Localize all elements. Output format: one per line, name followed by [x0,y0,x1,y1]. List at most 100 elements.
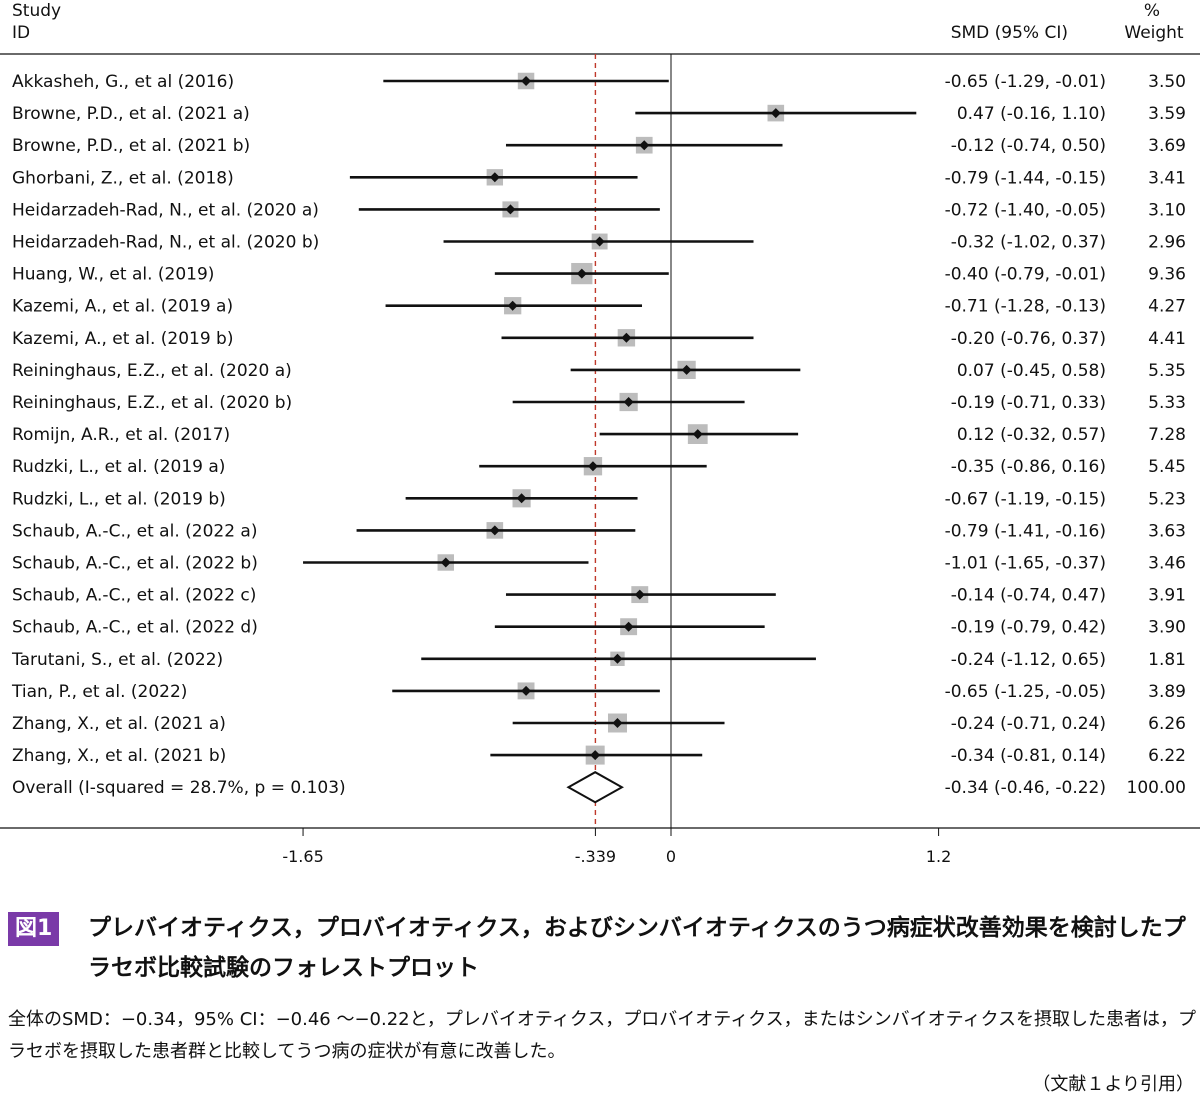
x-tick-label: -.339 [575,847,616,866]
point-estimate [594,236,605,247]
figure-badge: 図1 [8,912,60,946]
overall-diamond [566,771,624,804]
study-label: Schaub, A.-C., et al. (2022 b) [12,554,258,574]
weight-value: 5.35 [1148,361,1186,381]
study-label: Rudzki, L., et al. (2019 a) [12,457,225,477]
weight-value: 5.45 [1148,457,1186,477]
weight-value: 3.41 [1148,168,1186,188]
study-label: Browne, P.D., et al. (2021 a) [12,104,250,124]
weight-value: 7.28 [1148,425,1186,445]
weight-value: 3.63 [1148,521,1186,541]
weight-value: 3.69 [1148,136,1186,156]
smd-ci-value: -0.72 (-1.40, -0.05) [945,200,1106,220]
study-label: Schaub, A.-C., et al. (2022 a) [12,521,257,541]
overall-weight-value: 100.00 [1127,778,1186,798]
overall-ci-value: -0.34 (-0.46, -0.22) [945,778,1106,798]
smd-ci-value: -0.65 (-1.29, -0.01) [945,72,1106,92]
point-estimate [590,750,601,761]
figure-description: 全体のSMD：−0.34，95% CI：−0.46 〜−0.22と，プレバイオテ… [8,1009,1197,1062]
study-row: Kazemi, A., et al. (2019 b) -0.20 (-0.76,… [12,329,1186,349]
point-estimate [681,364,692,375]
smd-ci-value: -0.79 (-1.44, -0.15) [945,168,1106,188]
study-row: Schaub, A.-C., et al. (2022 a) -0.79 (-1.… [12,521,1186,541]
study-label: Reininghaus, E.Z., et al. (2020 a) [12,361,292,381]
study-label: Romijn, A.R., et al. (2017) [12,425,230,445]
smd-ci-value: 0.47 (-0.16, 1.10) [957,104,1106,124]
smd-ci-value: -0.71 (-1.28, -0.13) [945,297,1106,317]
study-label: Schaub, A.-C., et al. (2022 c) [12,586,256,606]
point-estimate [623,621,634,632]
weight-value: 1.81 [1148,650,1186,670]
point-estimate [521,76,532,86]
header-weight: Weight [1124,23,1184,43]
point-estimate [507,300,518,311]
study-row: Akkasheh, G., et al (2016) -0.65 (-1.29, … [12,72,1186,92]
study-row: Ghorbani, Z., et al. (2018) -0.79 (-1.44,… [12,168,1186,188]
smd-ci-value: -1.01 (-1.65, -0.37) [945,554,1106,574]
header-study: Study [12,1,61,21]
x-tick-label: 0 [666,847,676,866]
weight-value: 4.41 [1148,329,1186,349]
study-row: Zhang, X., et al. (2021 a) -0.24 (-0.71, … [12,713,1186,734]
weight-value: 3.59 [1148,104,1186,124]
study-label: Ghorbani, Z., et al. (2018) [12,168,234,188]
study-row: Reininghaus, E.Z., et al. (2020 b) -0.19 … [12,392,1186,413]
figure-title: プレバイオティクス，プロバイオティクス，およびシンバイオティクスのうつ病症状改善… [88,915,1186,981]
study-row: Tarutani, S., et al. (2022) -0.24 (-1.12,… [11,650,1186,670]
smd-ci-value: -0.12 (-0.74, 0.50) [951,136,1106,156]
point-estimate [770,108,781,119]
study-label: Reininghaus, E.Z., et al. (2020 b) [12,393,292,413]
x-tick-label: -1.65 [282,847,323,866]
overall-label: Overall (I-squared = 28.7%, p = 0.103) [12,778,346,798]
study-row: Rudzki, L., et al. (2019 b) -0.67 (-1.19,… [12,489,1186,509]
point-estimate [612,653,623,664]
weight-value: 9.36 [1148,265,1186,285]
study-row: Heidarzadeh-Rad, N., et al. (2020 b) -0.3… [12,233,1186,253]
point-estimate [516,493,527,504]
study-row: Rudzki, L., et al. (2019 a) -0.35 (-0.86,… [12,457,1186,477]
study-row: Schaub, A.-C., et al. (2022 b) -1.01 (-1.… [12,554,1186,574]
smd-ci-value: 0.12 (-0.32, 0.57) [957,425,1106,445]
study-label: Kazemi, A., et al. (2019 b) [12,329,233,349]
weight-value: 3.91 [1148,586,1186,606]
overall-row: Overall (I-squared = 28.7%, p = 0.103) -0… [12,771,1186,804]
smd-ci-value: -0.79 (-1.41, -0.16) [945,521,1106,541]
weight-value: 6.26 [1148,714,1186,734]
smd-ci-value: -0.34 (-0.81, 0.14) [951,746,1106,766]
study-label: Heidarzadeh-Rad, N., et al. (2020 a) [12,200,319,220]
study-row: Tian, P., et al. (2022) -0.65 (-1.25, -0.… [11,682,1186,702]
study-label: Akkasheh, G., et al (2016) [12,72,234,92]
weight-value: 3.10 [1148,200,1186,220]
study-label: Schaub, A.-C., et al. (2022 d) [12,618,258,638]
study-row: Browne, P.D., et al. (2021 a) 0.47 (-0.16… [12,104,1186,124]
smd-ci-value: -0.24 (-1.12, 0.65) [951,650,1106,670]
smd-ci-value: -0.19 (-0.79, 0.42) [951,618,1106,638]
smd-ci-value: 0.07 (-0.45, 0.58) [957,361,1106,381]
study-label: Huang, W., et al. (2019) [12,265,214,285]
study-label: Tian, P., et al. (2022) [11,682,187,702]
smd-ci-value: -0.24 (-0.71, 0.24) [951,714,1106,734]
study-label: Kazemi, A., et al. (2019 a) [12,297,233,317]
study-label: Zhang, X., et al. (2021 b) [12,746,226,766]
point-estimate [576,268,587,279]
point-estimate [692,429,703,440]
weight-value: 2.96 [1148,233,1186,253]
study-row: Schaub, A.-C., et al. (2022 c) -0.14 (-0.… [12,586,1186,606]
study-label: Zhang, X., et al. (2021 a) [12,714,226,734]
smd-ci-value: -0.40 (-0.79, -0.01) [945,265,1106,285]
weight-value: 5.33 [1148,393,1186,413]
study-row: Kazemi, A., et al. (2019 a) -0.71 (-1.28,… [12,297,1186,317]
study-row: Browne, P.D., et al. (2021 b) -0.12 (-0.7… [12,136,1186,156]
study-row: Heidarzadeh-Rad, N., et al. (2020 a) -0.7… [12,200,1186,220]
point-estimate [521,685,532,696]
smd-ci-value: -0.20 (-0.76, 0.37) [951,329,1106,349]
point-estimate [440,557,451,568]
weight-value: 6.22 [1148,746,1186,766]
point-estimate [587,461,598,472]
point-estimate [505,204,516,215]
smd-ci-value: -0.32 (-1.02, 0.37) [951,233,1106,253]
point-estimate [621,332,632,343]
forest-plot: Study ID SMD (95% CI) % Weight Akkasheh,… [0,1,1200,866]
point-estimate [612,718,623,728]
x-tick-label: 1.2 [926,847,951,866]
